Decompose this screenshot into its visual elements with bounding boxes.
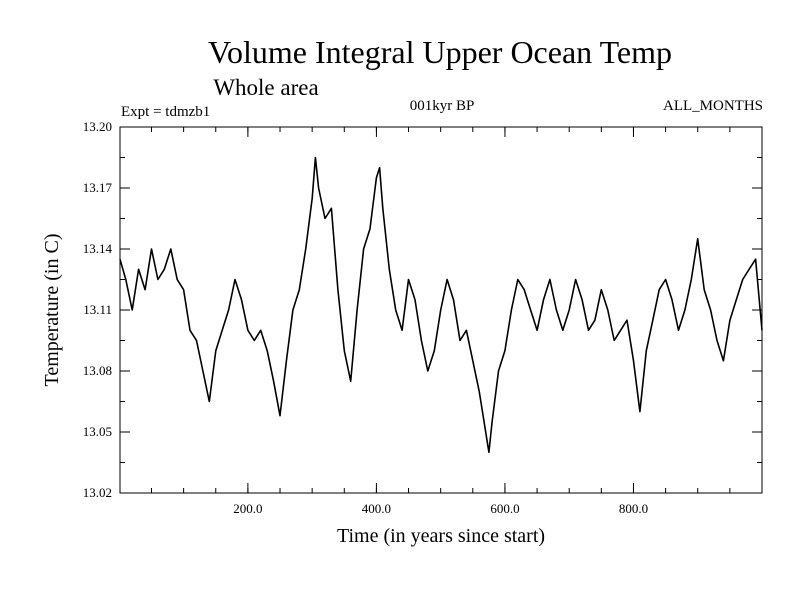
- x-tick-label: 400.0: [362, 501, 391, 516]
- y-tick-label: 13.02: [83, 485, 112, 500]
- y-axis-label: Temperature (in C): [41, 234, 63, 387]
- x-tick-label: 200.0: [233, 501, 262, 516]
- chart-subtitle: Whole area: [213, 75, 318, 100]
- y-tick-label: 13.14: [83, 241, 113, 256]
- chart-title: Volume Integral Upper Ocean Temp: [208, 34, 672, 70]
- y-tick-label: 13.11: [83, 302, 112, 317]
- y-tick-label: 13.20: [83, 119, 112, 134]
- months-label: ALL_MONTHS: [663, 98, 763, 114]
- tick-labels: 13.02 13.05 13.08 13.11 13.14 13.17 13.20 200.0…: [83, 119, 648, 516]
- y-tick-label: 13.17: [83, 180, 113, 195]
- temperature-series-line: [119, 156, 763, 454]
- y-tick-label: 13.08: [83, 363, 112, 378]
- expt-label: Expt = tdmzb1: [121, 104, 210, 120]
- plot-frame: [119, 126, 763, 494]
- x-tick-label: 800.0: [619, 501, 648, 516]
- period-label: 001kyr BP: [410, 98, 475, 114]
- x-axis-label: Time (in years since start): [337, 525, 545, 547]
- y-tick-label: 13.05: [83, 424, 112, 439]
- x-tick-label: 600.0: [490, 501, 519, 516]
